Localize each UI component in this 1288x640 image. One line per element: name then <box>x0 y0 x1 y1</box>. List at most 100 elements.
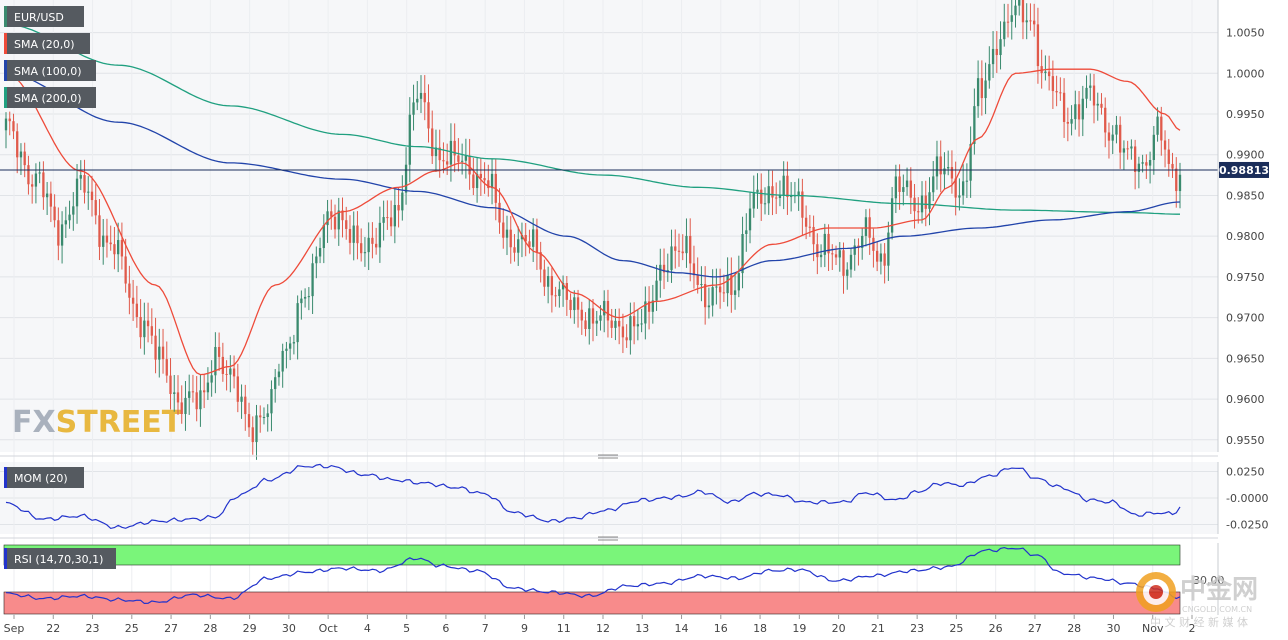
resize-handle-2[interactable] <box>598 536 618 541</box>
candle <box>947 150 950 176</box>
candle <box>1122 140 1126 170</box>
candle <box>1047 55 1051 91</box>
candle <box>232 355 236 389</box>
time-tick-label: 25 <box>949 622 963 635</box>
time-tick-label: 30 <box>1106 622 1120 635</box>
candle <box>191 374 195 403</box>
candle <box>733 272 737 310</box>
candle <box>79 160 82 191</box>
gridlines <box>0 0 1218 615</box>
svg-text:FXSTREET: FXSTREET <box>12 405 183 440</box>
candle <box>965 163 969 198</box>
candle <box>801 178 804 236</box>
candle <box>961 164 965 205</box>
candle <box>1111 125 1114 155</box>
legend-sma100[interactable]: SMA (100,0) <box>4 60 96 81</box>
candle <box>995 31 998 73</box>
candle <box>928 177 931 226</box>
time-tick-label: 25 <box>125 622 139 635</box>
candle <box>356 211 359 260</box>
candle <box>1175 157 1178 208</box>
candle <box>1160 106 1163 156</box>
candle <box>337 197 340 246</box>
candle <box>1145 154 1148 179</box>
time-axis-ticks: Sep 22 23 25 27 28 29 30 Oct 4 5 6 7 9 11 12 13 14 16 18 19 2… <box>4 615 1196 635</box>
cngold-tagline: 中 文 财 经 新 媒 体 <box>1150 615 1248 629</box>
watermark-street: STREET <box>56 405 183 440</box>
candle <box>681 234 684 261</box>
candle <box>1167 138 1170 177</box>
candle <box>659 248 662 298</box>
candle <box>1163 130 1167 168</box>
candle <box>240 384 243 419</box>
candle <box>348 215 352 255</box>
candle <box>1055 75 1058 107</box>
momentum-line <box>5 463 1181 530</box>
candle <box>98 198 101 261</box>
candle <box>614 308 617 341</box>
candle <box>550 267 554 313</box>
candle <box>150 308 153 345</box>
candle <box>610 308 613 339</box>
candle <box>1137 156 1141 189</box>
candle <box>528 229 531 254</box>
legend-sma100-text: SMA (100,0) <box>14 65 82 78</box>
candle <box>217 332 221 371</box>
candle <box>397 187 400 228</box>
legend-eurusd-text: EUR/USD <box>14 11 64 24</box>
rsi-oversold-zone <box>3 591 1181 615</box>
candle <box>670 229 673 283</box>
candle <box>513 234 516 262</box>
candle <box>457 138 460 172</box>
legend-sma20[interactable]: SMA (20,0) <box>4 33 90 54</box>
candle <box>632 302 636 345</box>
candle <box>262 407 266 425</box>
candle <box>958 178 961 211</box>
candle <box>131 279 135 321</box>
candle <box>546 266 550 304</box>
time-tick-label: 12 <box>596 622 610 635</box>
candle <box>1062 78 1066 138</box>
candle <box>23 142 26 178</box>
candle <box>782 161 785 210</box>
candle <box>367 222 370 271</box>
candle <box>771 170 774 216</box>
candle <box>662 248 666 290</box>
candle <box>386 200 389 230</box>
candle <box>988 46 991 89</box>
candle <box>737 255 740 298</box>
current-price-tag: 0.98813 <box>1219 161 1269 178</box>
candle <box>210 360 213 397</box>
candle <box>1077 91 1081 137</box>
candle <box>1133 139 1137 190</box>
candle <box>203 374 206 409</box>
legend-rsi[interactable]: RSI (14,70,30,1) <box>4 548 116 569</box>
legend-sma200[interactable]: SMA (200,0) <box>4 87 96 108</box>
resize-handle-1[interactable] <box>598 454 618 459</box>
legend-mom[interactable]: MOM (20) <box>4 467 84 488</box>
candle <box>221 342 225 382</box>
candle <box>236 363 239 413</box>
time-tick-label: Sep <box>4 622 25 635</box>
candle <box>1152 126 1155 175</box>
sma100-line <box>5 72 1181 278</box>
candle <box>647 286 651 330</box>
candle <box>902 174 905 206</box>
legend-eurusd[interactable]: EUR/USD <box>4 6 84 27</box>
candle <box>64 206 67 238</box>
time-tick-label: 9 <box>521 622 528 635</box>
candle <box>1096 92 1099 121</box>
candle <box>259 405 262 433</box>
candle <box>558 281 561 308</box>
candle <box>427 84 430 143</box>
candle <box>87 176 90 210</box>
candle <box>1003 3 1006 47</box>
candle <box>539 241 542 283</box>
candle <box>685 218 688 268</box>
candle <box>890 186 894 240</box>
candle <box>775 182 778 215</box>
candle <box>229 355 232 393</box>
candle <box>1119 116 1122 169</box>
candle <box>838 242 841 272</box>
candle <box>1081 85 1084 137</box>
